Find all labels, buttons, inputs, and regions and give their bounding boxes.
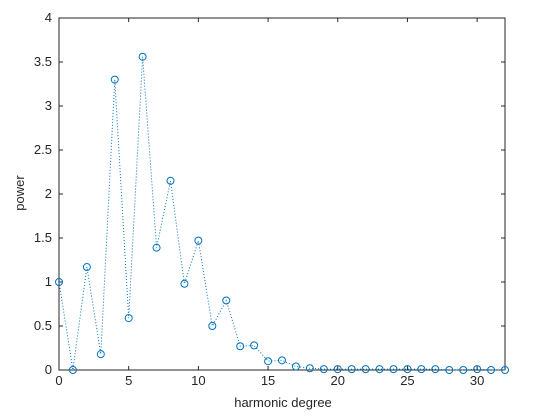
x-tick-label: 10 [191,373,205,388]
x-tick-label: 20 [331,373,345,388]
y-tick-label: 2 [45,186,52,201]
data-point-marker [208,322,217,330]
x-tick-label: 15 [261,373,275,388]
data-point-marker [152,243,161,252]
data-point-marker [250,341,259,350]
y-tick-label: 3.5 [34,54,52,69]
x-tick-label: 0 [55,373,62,388]
data-point-marker [68,366,77,374]
data-point-marker [305,364,314,373]
data-point-marker [82,263,91,272]
data-point-marker [417,365,426,374]
x-tick-label: 25 [400,373,414,388]
data-point-marker [501,366,509,374]
series-layer [55,52,509,374]
series-line [58,56,505,371]
data-point-marker [403,365,412,374]
data-point-marker [110,75,119,84]
x-axis-ticks: 0 5 10 15 20 25 30 [55,18,484,388]
y-axis-ticks: 0 0.5 1 1.5 2 2.5 3 3.5 4 [34,10,505,377]
y-tick-label: 0.5 [34,318,52,333]
data-point-marker [487,366,496,374]
data-point-marker [389,365,398,374]
data-point-marker [236,342,245,351]
y-axis-label: power [12,175,27,211]
x-tick-label: 30 [470,373,484,388]
data-point-marker [319,365,328,374]
y-tick-label: 3 [45,98,52,113]
data-point-marker [361,365,370,374]
y-tick-label: 1 [45,274,52,289]
data-point-marker [291,362,300,371]
y-tick-label: 4 [45,10,52,25]
data-point-marker [445,366,454,374]
data-point-marker [138,52,147,61]
data-point-marker [459,366,468,374]
x-axis-label: harmonic degree [234,395,332,410]
data-point-marker [96,350,105,359]
data-point-marker [431,365,440,374]
x-tick-label: 5 [125,373,132,388]
data-point-marker [333,365,342,374]
data-point-marker [473,365,482,374]
data-point-marker [375,365,384,374]
data-point-marker [180,279,189,288]
data-point-marker [166,176,175,185]
data-point-marker [124,314,133,323]
y-tick-label: 1.5 [34,230,52,245]
y-tick-label: 2.5 [34,142,52,157]
data-point-marker [194,236,203,245]
data-point-marker [278,356,286,365]
y-tick-label: 0 [45,362,52,377]
plot-area [59,18,505,370]
data-point-marker [222,296,231,305]
data-point-marker [264,357,273,366]
data-point-marker [55,278,63,286]
data-point-marker [347,365,356,374]
